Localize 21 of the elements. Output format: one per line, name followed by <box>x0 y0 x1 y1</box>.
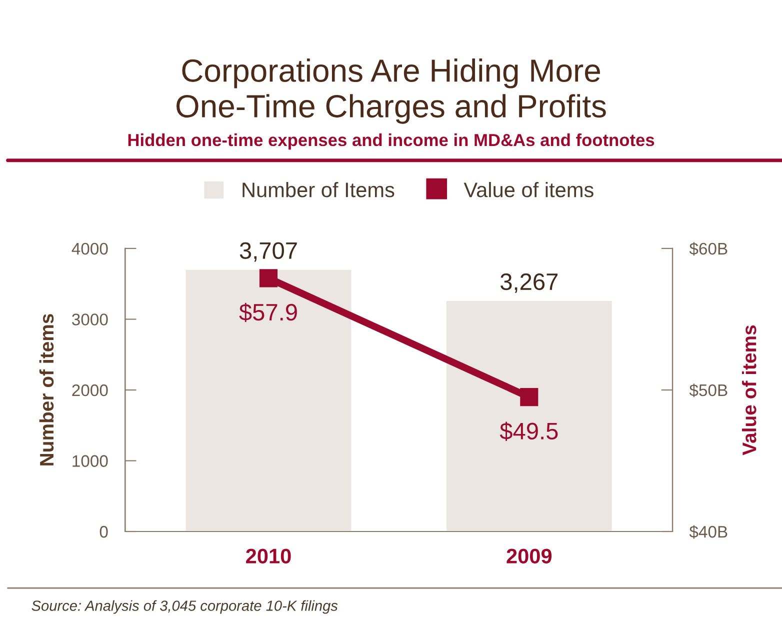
legend-label: Value of items <box>464 182 594 198</box>
y2-tick-label: $60B <box>689 242 728 256</box>
data-label: $57.9 <box>239 302 297 322</box>
chart-subtitle: Hidden one-time expenses and income in MD&As and footnotes <box>128 133 654 150</box>
y2-tick-label: $40B <box>689 525 728 539</box>
y-tick-label: 3000 <box>72 314 108 326</box>
data-label: 3,267 <box>500 273 558 293</box>
x-tick-label: 2009 <box>506 548 552 564</box>
chart-title: Corporations Are Hiding More One-Time Charges and Profits <box>176 58 606 124</box>
y-tick-label: 4000 <box>72 242 108 255</box>
source-note: Source: Analysis of 3,045 corporate 10-K filings <box>32 600 338 614</box>
y2-tick-label: $50B <box>689 384 728 398</box>
y-axis-title: Number of items <box>39 314 54 466</box>
y-tick-label: 1000 <box>72 455 108 467</box>
x-tick-label: 2010 <box>246 548 291 564</box>
y2-axis-title: Value of items <box>742 325 756 456</box>
data-label: $49.5 <box>500 422 558 441</box>
legend-label: Number of Items <box>242 182 394 198</box>
y-tick-label: 2000 <box>72 384 108 396</box>
y-tick-label: 0 <box>100 526 108 538</box>
data-label: 3,707 <box>240 242 297 262</box>
